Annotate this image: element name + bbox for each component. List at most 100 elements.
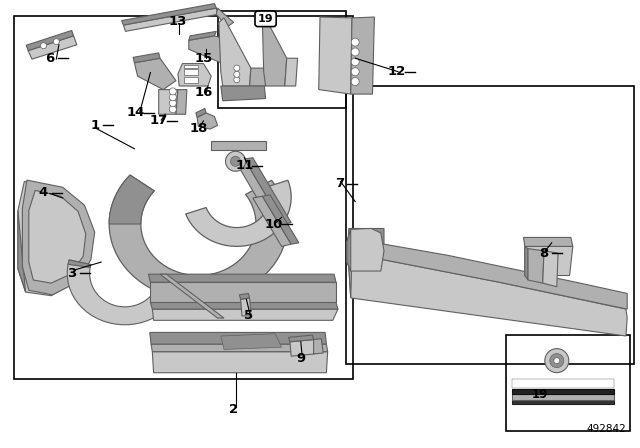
Text: 16: 16: [195, 86, 212, 99]
Circle shape: [550, 353, 564, 368]
Polygon shape: [290, 340, 315, 356]
Polygon shape: [528, 249, 544, 283]
Text: 18: 18: [189, 122, 207, 135]
Circle shape: [351, 68, 359, 76]
Polygon shape: [151, 344, 328, 352]
Text: 9: 9: [296, 352, 305, 365]
Polygon shape: [347, 228, 384, 271]
Polygon shape: [512, 394, 614, 400]
Text: 19: 19: [531, 388, 548, 401]
Text: 1: 1: [90, 119, 99, 132]
Circle shape: [170, 99, 176, 107]
Text: 8: 8: [540, 246, 548, 260]
Polygon shape: [150, 302, 338, 309]
Polygon shape: [349, 255, 627, 336]
Polygon shape: [109, 175, 287, 300]
Polygon shape: [512, 389, 614, 394]
Polygon shape: [29, 190, 86, 283]
Polygon shape: [18, 211, 26, 292]
Polygon shape: [262, 18, 287, 86]
Text: 4: 4: [39, 186, 48, 199]
Bar: [346, 86, 634, 364]
Text: 492842: 492842: [586, 424, 626, 434]
Polygon shape: [178, 64, 211, 86]
Polygon shape: [219, 18, 251, 86]
Polygon shape: [348, 244, 627, 309]
Text: 3: 3: [67, 267, 76, 280]
Polygon shape: [67, 260, 182, 325]
Polygon shape: [196, 108, 206, 117]
Polygon shape: [351, 17, 374, 94]
Circle shape: [170, 88, 176, 95]
Text: 19: 19: [258, 14, 273, 24]
Polygon shape: [28, 36, 77, 59]
Polygon shape: [184, 77, 198, 83]
Text: 11: 11: [236, 159, 253, 172]
Polygon shape: [160, 274, 224, 318]
Circle shape: [351, 48, 359, 56]
Polygon shape: [189, 31, 216, 40]
Circle shape: [234, 77, 240, 83]
Polygon shape: [122, 4, 216, 25]
Polygon shape: [184, 69, 198, 75]
Polygon shape: [216, 8, 234, 27]
Polygon shape: [176, 90, 187, 114]
Text: 10: 10: [265, 217, 283, 231]
Circle shape: [351, 78, 359, 86]
Polygon shape: [186, 180, 291, 246]
Polygon shape: [68, 260, 91, 267]
Polygon shape: [244, 158, 291, 224]
Text: 2: 2: [229, 403, 238, 417]
Text: 13: 13: [169, 15, 187, 28]
Text: 15: 15: [195, 52, 212, 65]
Circle shape: [225, 151, 246, 171]
Text: 7: 7: [335, 177, 344, 190]
Polygon shape: [159, 90, 178, 114]
Polygon shape: [319, 17, 352, 94]
Bar: [506, 335, 630, 431]
Polygon shape: [221, 334, 282, 349]
Polygon shape: [124, 8, 218, 31]
Polygon shape: [18, 181, 93, 296]
Polygon shape: [512, 379, 614, 388]
Polygon shape: [221, 86, 266, 101]
Polygon shape: [285, 58, 298, 86]
Polygon shape: [253, 196, 291, 246]
Text: 12: 12: [388, 65, 406, 78]
Polygon shape: [211, 141, 266, 150]
Polygon shape: [236, 159, 283, 227]
Bar: [14, 16, 353, 379]
Polygon shape: [189, 36, 240, 63]
Polygon shape: [241, 298, 251, 316]
Text: 14: 14: [127, 106, 145, 120]
Polygon shape: [152, 352, 328, 373]
Circle shape: [230, 156, 241, 166]
Polygon shape: [250, 68, 268, 86]
Polygon shape: [148, 274, 336, 282]
Circle shape: [234, 71, 240, 78]
Circle shape: [40, 43, 47, 49]
Polygon shape: [22, 180, 95, 295]
Circle shape: [53, 39, 60, 45]
Circle shape: [554, 358, 560, 364]
Polygon shape: [525, 246, 528, 280]
Polygon shape: [314, 339, 323, 354]
Polygon shape: [512, 400, 614, 404]
Polygon shape: [543, 251, 558, 287]
Polygon shape: [184, 65, 198, 68]
Polygon shape: [150, 282, 336, 302]
Circle shape: [170, 94, 176, 101]
Polygon shape: [239, 293, 250, 299]
Text: 6: 6: [45, 52, 54, 65]
Polygon shape: [152, 309, 338, 320]
Polygon shape: [524, 237, 573, 246]
Polygon shape: [26, 30, 74, 51]
Text: 17: 17: [150, 114, 168, 128]
Polygon shape: [348, 228, 384, 251]
Polygon shape: [150, 332, 326, 344]
Text: 5: 5: [244, 309, 253, 323]
Circle shape: [351, 38, 359, 46]
Polygon shape: [525, 246, 573, 276]
Polygon shape: [347, 229, 351, 271]
Polygon shape: [197, 113, 218, 129]
